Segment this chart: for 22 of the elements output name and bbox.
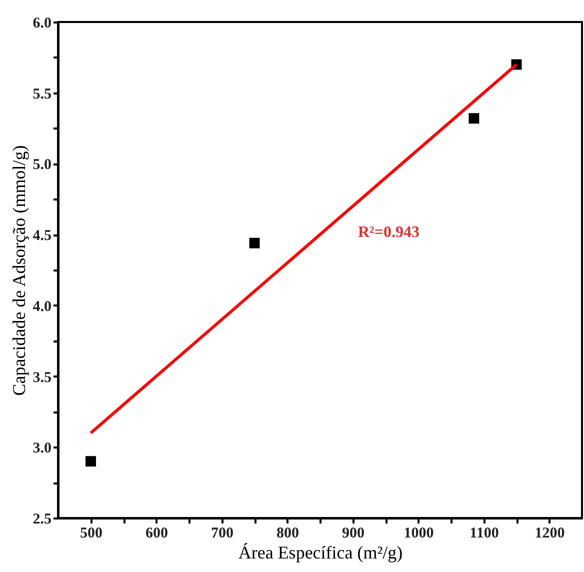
- y-tick-label: 5.0: [32, 157, 52, 174]
- y-tick-label: 5.5: [32, 86, 52, 102]
- x-tick-label: 1000: [404, 526, 434, 542]
- x-tick-label: 500: [80, 526, 102, 542]
- y-tick-label: 6.0: [32, 16, 52, 32]
- x-axis-title: Área Específica (m²/g): [238, 542, 403, 562]
- y-axis-title: Capacidade de Adsorção (mmol/g): [8, 145, 29, 396]
- y-tick-label: 2.5: [32, 512, 52, 528]
- x-tick-label: 700: [211, 526, 234, 542]
- y-tick-label: 3.5: [32, 370, 52, 386]
- y-tick-label: 3.0: [32, 440, 52, 457]
- point: [468, 113, 480, 124]
- y-tick-label: 4.0: [32, 298, 52, 315]
- x-tick-label: 800: [276, 526, 299, 542]
- x-tick-label: 900: [342, 526, 364, 542]
- point: [249, 238, 260, 248]
- point: [86, 456, 96, 467]
- annotation: R²=0.943: [358, 224, 420, 241]
- x-tick-label: 600: [146, 526, 168, 542]
- x-tick-label: 1100: [470, 526, 499, 542]
- y-tick-label: 4.5: [32, 228, 52, 244]
- x-tick-label: 1200: [534, 526, 565, 542]
